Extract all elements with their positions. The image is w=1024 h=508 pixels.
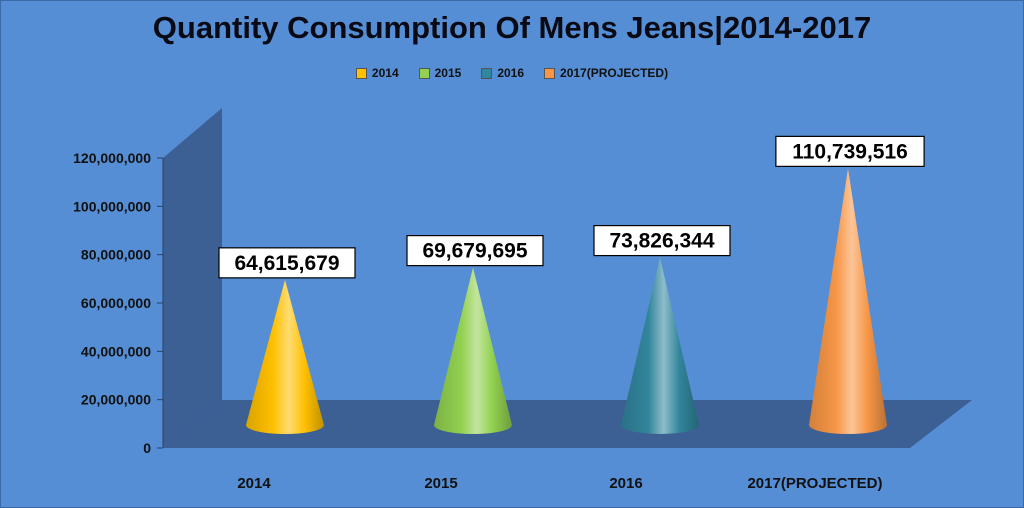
x-tick-label: 2014 xyxy=(237,475,271,492)
data-label-box xyxy=(218,247,356,279)
data-labels: 64,615,679 69,679,695 73,826,344 110,739,51… xyxy=(218,135,925,279)
y-tick-label: 60,000,000 xyxy=(81,295,151,311)
legend-label-2017: 2017(PROJECTED) xyxy=(560,66,669,80)
y-axis: 0 20,000,000 40,000,000 60,000,000 80,000,00… xyxy=(73,150,164,456)
data-label: 110,739,516 xyxy=(792,140,908,163)
x-tick-label: 2017(PROJECTED) xyxy=(747,475,882,492)
y-tick-label: 80,000,000 xyxy=(81,247,151,263)
y-tick-label: 20,000,000 xyxy=(81,392,151,408)
chart-legend: 2014 2015 2016 2017(PROJECTED) xyxy=(0,66,1024,80)
bar-cone-2014 xyxy=(246,279,324,434)
bar-cone-body xyxy=(434,267,512,434)
legend-swatch-2015 xyxy=(418,67,430,79)
legend-label-2015: 2015 xyxy=(434,66,462,80)
chart-bars xyxy=(246,168,887,434)
y-tick-label: 100,000,000 xyxy=(73,198,151,214)
data-label: 69,679,695 xyxy=(422,240,527,263)
legend-item-2015: 2015 xyxy=(418,66,462,80)
legend-item-2014: 2014 xyxy=(355,66,399,80)
bar-cone-body xyxy=(246,279,324,434)
legend-label-2014: 2014 xyxy=(371,66,399,80)
data-label-box xyxy=(593,224,731,257)
chart-title: Quantity Consumption Of Mens Jeans|2014-… xyxy=(152,10,872,45)
y-tick-label: 120,000,000 xyxy=(73,150,151,166)
bar-cone-body xyxy=(809,168,887,434)
chart-back-wall xyxy=(163,108,222,448)
legend-swatch-2017 xyxy=(544,67,556,79)
x-tick-label: 2015 xyxy=(424,475,457,492)
x-tick-label: 2016 xyxy=(609,475,642,492)
bar-cone-2016 xyxy=(621,257,699,434)
bar-cone-body xyxy=(621,257,699,434)
bar-cone-2017(PROJECTED) xyxy=(809,168,887,434)
y-tick-label: 40,000,000 xyxy=(81,343,151,359)
bar-cone-2015 xyxy=(434,267,512,434)
chart-floor xyxy=(163,400,972,448)
legend-item-2016: 2016 xyxy=(481,66,524,80)
data-label: 64,615,679 xyxy=(234,252,339,275)
data-label: 73,826,344 xyxy=(609,230,714,253)
y-tick-label: 0 xyxy=(143,440,151,456)
legend-swatch-2016 xyxy=(481,67,493,79)
data-label-box xyxy=(406,235,544,267)
legend-swatch-2014 xyxy=(355,67,367,79)
x-axis: 2014 2015 2016 2017(PROJECTED) xyxy=(237,475,882,492)
data-label-box xyxy=(775,135,925,167)
legend-item-2017: 2017(PROJECTED) xyxy=(544,66,668,80)
legend-label-2016: 2016 xyxy=(497,66,525,80)
